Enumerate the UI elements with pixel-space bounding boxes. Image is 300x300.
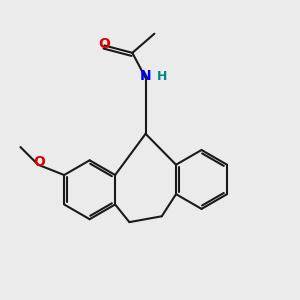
Text: H: H bbox=[157, 70, 167, 83]
Text: O: O bbox=[98, 37, 110, 51]
Text: O: O bbox=[34, 155, 46, 170]
Text: N: N bbox=[140, 69, 152, 83]
